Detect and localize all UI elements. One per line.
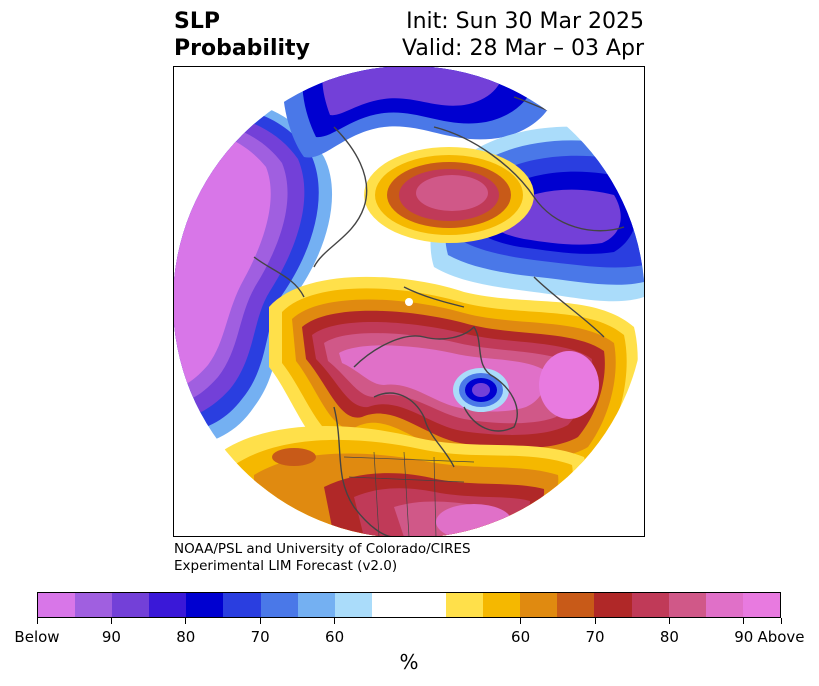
- colorbar-below-swatch-1: [75, 593, 113, 617]
- colorbar-above-swatch-7: [705, 593, 743, 617]
- colorbar-above-swatch-6: [668, 593, 706, 617]
- colorbar-tick-label: 90: [101, 628, 121, 646]
- variable-label: SLP: [174, 9, 220, 34]
- region-us-above: [214, 426, 586, 536]
- colorbar-below-swatch-6: [260, 593, 298, 617]
- colorbar-below-swatch-5: [223, 593, 261, 617]
- colorbar-tick-label: 80: [659, 628, 679, 646]
- forecast-map: [173, 66, 645, 537]
- product-label: Probability: [174, 36, 310, 61]
- region-north-pacific: [174, 99, 333, 447]
- colorbar-below-swatch-3: [149, 593, 187, 617]
- colorbar-below-swatch-4: [186, 593, 224, 617]
- region-hudson-below: [453, 368, 509, 412]
- colorbar-neutral-swatch: [371, 593, 447, 617]
- init-date: Init: Sun 30 Mar 2025: [406, 9, 644, 34]
- colorbar-tick: [259, 618, 261, 624]
- colorbar-above-swatch-5: [631, 593, 669, 617]
- valid-range: Valid: 28 Mar – 03 Apr: [402, 36, 644, 61]
- colorbar-tick-label: 70: [585, 628, 605, 646]
- region-siberia-above: [364, 147, 534, 243]
- colorbar-tick-label: 60: [325, 628, 345, 646]
- colorbar-tick-label: 90: [734, 628, 754, 646]
- us-state-borders: [343, 451, 475, 536]
- colorbar-tick-label: Below: [14, 628, 60, 646]
- credit-line-2: Experimental LIM Forecast (v2.0): [174, 558, 398, 574]
- colorbar-tick-label: 70: [250, 628, 270, 646]
- colorbar-tick-label: 60: [511, 628, 531, 646]
- colorbar-above-swatch-8: [742, 593, 780, 617]
- region-arctic-below: [282, 67, 557, 158]
- colorbar-below-swatch-0: [38, 593, 76, 617]
- coastlines: [253, 96, 625, 536]
- colorbar-unit: %: [399, 650, 419, 674]
- colorbar-above-swatch-4: [594, 593, 632, 617]
- colorbar-tick: [520, 618, 522, 624]
- colorbar-tick: [185, 618, 187, 624]
- colorbar-tick: [668, 618, 670, 624]
- date-header: Init: Sun 30 Mar 2025 Valid: 28 Mar – 03…: [402, 8, 644, 62]
- north-pole-marker: [405, 298, 413, 306]
- colorbar-above-swatch-1: [483, 593, 521, 617]
- colorbar-tick: [110, 618, 112, 624]
- colorbar: [37, 592, 781, 618]
- colorbar-below-swatch-7: [297, 593, 335, 617]
- colorbar-tick: [743, 618, 745, 624]
- colorbar-tick-label: Above: [757, 628, 805, 646]
- colorbar-tick: [594, 618, 596, 624]
- credit-line-1: NOAA/PSL and University of Colorado/CIRE…: [174, 541, 471, 557]
- colorbar-tick-label: 80: [176, 628, 196, 646]
- colorbar-tick: [780, 618, 782, 624]
- colorbar-tick: [334, 618, 336, 624]
- colorbar-below-swatch-2: [112, 593, 150, 617]
- colorbar-above-swatch-3: [557, 593, 595, 617]
- colorbar-tick: [36, 618, 38, 624]
- map-title: SLP Probability: [174, 8, 310, 62]
- credit-text: NOAA/PSL and University of Colorado/CIRE…: [174, 541, 471, 575]
- map-svg: [174, 67, 644, 536]
- colorbar-above-swatch-0: [446, 593, 484, 617]
- colorbar-above-swatch-2: [520, 593, 558, 617]
- colorbar-below-swatch-8: [334, 593, 372, 617]
